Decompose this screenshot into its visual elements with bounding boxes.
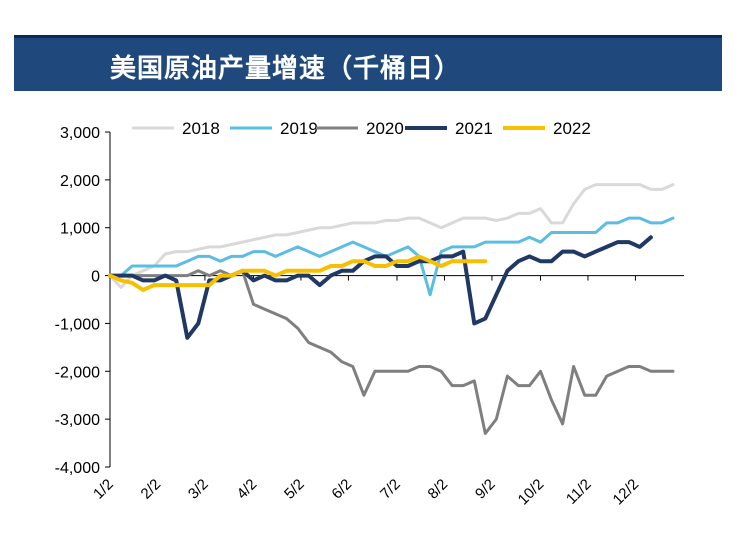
x-tick-label: 1/2 xyxy=(90,476,117,503)
legend-label-2022: 2022 xyxy=(553,119,591,138)
title-bar: 美国原油产量增速（千桶日） xyxy=(14,35,722,91)
y-tick-label: -4,000 xyxy=(55,460,100,477)
series-lines xyxy=(108,183,675,435)
x-tick-label: 8/2 xyxy=(425,476,452,503)
legend-label-2020: 2020 xyxy=(366,119,404,138)
y-tick-label: -3,000 xyxy=(55,412,100,429)
y-tick-label: 1,000 xyxy=(60,221,100,238)
y-tick-label: 0 xyxy=(91,269,100,286)
x-tick-label: 2/2 xyxy=(138,476,165,503)
x-tick-label: 10/2 xyxy=(515,476,548,509)
series-line-2019 xyxy=(108,216,675,297)
legend-label-2018: 2018 xyxy=(182,119,220,138)
y-tick-label: -2,000 xyxy=(55,364,100,381)
x-tick-label: 11/2 xyxy=(563,476,595,508)
series-line-2021 xyxy=(108,235,653,340)
x-tick-label: 12/2 xyxy=(610,476,643,509)
series-line-2020 xyxy=(108,269,675,435)
series-line-2018 xyxy=(108,183,675,289)
legend: 2018 2019 2020 2021 2022 xyxy=(132,119,591,138)
x-tick-label: 7/2 xyxy=(377,476,404,503)
series-line-2022 xyxy=(108,254,488,292)
x-tick-label: 6/2 xyxy=(328,476,355,503)
y-tick-label: 3,000 xyxy=(60,125,100,142)
x-tick-label: 3/2 xyxy=(185,476,212,503)
x-axis: 1/2 2/2 3/2 4/2 5/2 6/2 7/2 8/2 9/2 10/2 11/2 12/2 xyxy=(90,275,684,509)
x-tick-label: 9/2 xyxy=(472,476,499,503)
chart-title: 美国原油产量增速（千桶日） xyxy=(110,54,462,84)
y-axis: 3,000 2,000 1,000 0 -1,000 -2,000 -3,000 -4,000 xyxy=(55,125,111,477)
x-tick-label: 4/2 xyxy=(234,476,261,503)
legend-label-2021: 2021 xyxy=(455,119,493,138)
y-tick-label: 2,000 xyxy=(60,173,100,190)
x-tick-label: 5/2 xyxy=(281,476,308,503)
legend-label-2019: 2019 xyxy=(280,119,318,138)
y-tick-label: -1,000 xyxy=(55,316,100,333)
